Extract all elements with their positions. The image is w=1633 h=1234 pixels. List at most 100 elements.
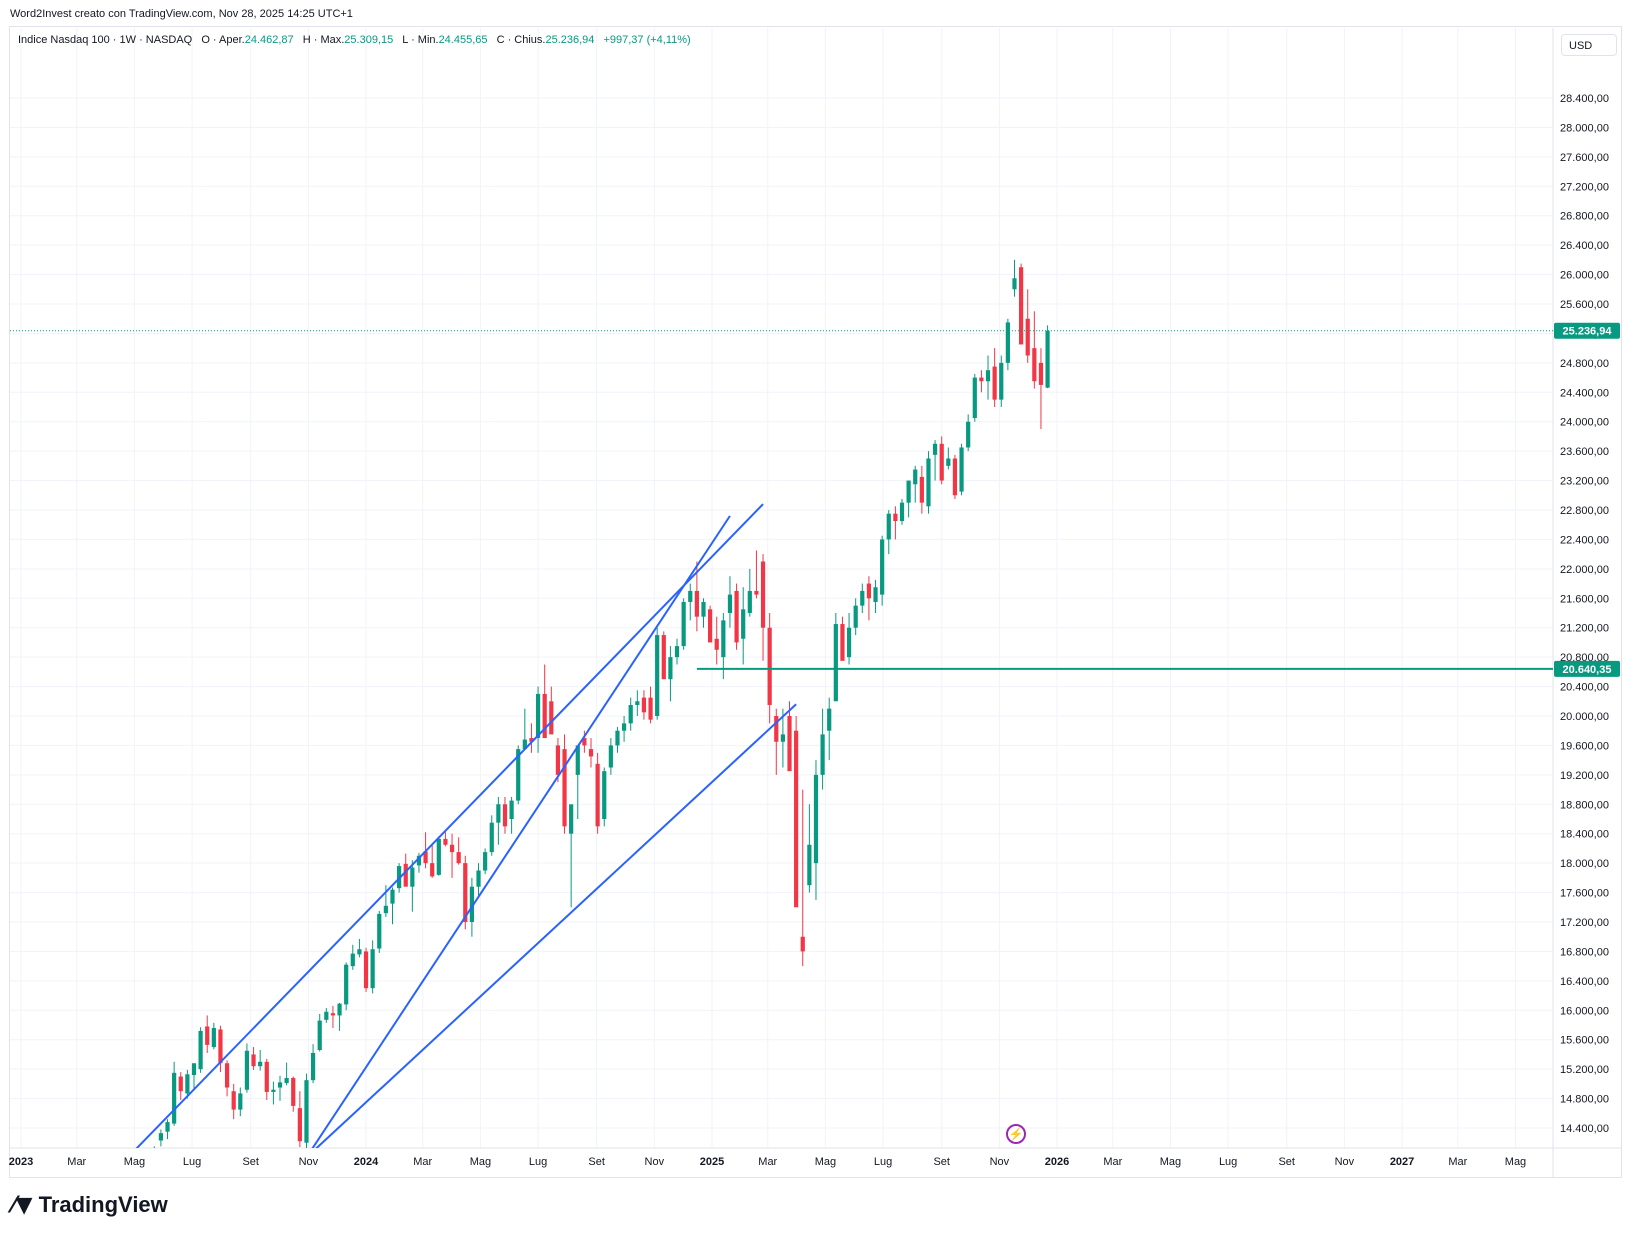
candle-body[interactable]	[370, 949, 375, 989]
candle-body[interactable]	[423, 851, 428, 864]
candle-body[interactable]	[992, 366, 997, 400]
candle-body[interactable]	[747, 590, 752, 613]
candle-body[interactable]	[641, 697, 647, 713]
candle-body[interactable]	[813, 774, 819, 864]
candle-body[interactable]	[509, 800, 514, 819]
candle-body[interactable]	[403, 863, 408, 887]
candle-body[interactable]	[602, 771, 607, 819]
candle-body[interactable]	[324, 1011, 329, 1020]
tradingview-branding[interactable]: ⁄▼ TradingView	[12, 1192, 168, 1218]
candle-body[interactable]	[516, 749, 521, 801]
candle-body[interactable]	[946, 458, 951, 466]
candle-body[interactable]	[205, 1026, 210, 1045]
candle-body[interactable]	[443, 838, 448, 845]
candle-body[interactable]	[350, 953, 355, 967]
candle-body[interactable]	[463, 863, 468, 922]
candle-body[interactable]	[1038, 362, 1044, 385]
candle-body[interactable]	[873, 587, 878, 602]
candle-body[interactable]	[628, 704, 633, 724]
candle-body[interactable]	[297, 1108, 302, 1142]
candle-body[interactable]	[363, 951, 369, 989]
candle-body[interactable]	[985, 370, 991, 382]
candle-body[interactable]	[655, 635, 660, 716]
candle-body[interactable]	[681, 601, 686, 647]
candle-body[interactable]	[317, 1020, 322, 1051]
candle-body[interactable]	[972, 377, 977, 419]
candle-body[interactable]	[496, 804, 501, 823]
candle-body[interactable]	[714, 638, 719, 650]
candle-body[interactable]	[337, 1003, 342, 1016]
currency-selector[interactable]: USD	[1561, 34, 1617, 56]
candle-body[interactable]	[218, 1029, 223, 1064]
candle-body[interactable]	[899, 502, 905, 522]
candle-body[interactable]	[701, 601, 706, 617]
candle-body[interactable]	[264, 1061, 269, 1092]
candle-body[interactable]	[456, 852, 461, 864]
candle-body[interactable]	[853, 605, 858, 628]
candle-body[interactable]	[780, 734, 785, 742]
candle-body[interactable]	[489, 822, 494, 853]
candle-body[interactable]	[774, 716, 779, 742]
candle-body[interactable]	[999, 362, 1004, 400]
candle-body[interactable]	[966, 421, 971, 448]
candle-body[interactable]	[688, 590, 693, 602]
candle-body[interactable]	[794, 730, 799, 908]
candle-body[interactable]	[754, 590, 759, 595]
candle-body[interactable]	[562, 749, 567, 827]
candle-body[interactable]	[357, 949, 362, 955]
candle-body[interactable]	[767, 627, 772, 705]
candle-body[interactable]	[608, 745, 613, 768]
candle-body[interactable]	[178, 1076, 183, 1092]
candle-body[interactable]	[231, 1091, 236, 1110]
candle-body[interactable]	[661, 635, 666, 680]
candle-body[interactable]	[258, 1061, 263, 1067]
candle-body[interactable]	[939, 443, 944, 481]
candle-body[interactable]	[251, 1054, 256, 1067]
candle-body[interactable]	[674, 646, 680, 658]
candle-body[interactable]	[727, 594, 733, 613]
candle-body[interactable]	[694, 590, 699, 617]
candle-body[interactable]	[807, 844, 812, 886]
candle-body[interactable]	[952, 458, 958, 496]
candle-body[interactable]	[185, 1074, 190, 1094]
candle-body[interactable]	[959, 447, 964, 492]
candle-body[interactable]	[291, 1077, 296, 1106]
candle-body[interactable]	[734, 590, 739, 643]
candle-body[interactable]	[211, 1027, 216, 1048]
candle-body[interactable]	[741, 609, 746, 639]
candle-body[interactable]	[436, 838, 441, 875]
candle-body[interactable]	[483, 852, 488, 871]
candle-body[interactable]	[535, 693, 541, 739]
candle-body[interactable]	[866, 583, 872, 599]
candle-body[interactable]	[244, 1050, 250, 1090]
candle-body[interactable]	[906, 480, 911, 503]
candle-body[interactable]	[840, 624, 845, 661]
candle-body[interactable]	[304, 1080, 309, 1143]
candle-body[interactable]	[198, 1030, 203, 1070]
candle-body[interactable]	[1025, 318, 1030, 356]
candle-body[interactable]	[522, 739, 527, 750]
candle-body[interactable]	[191, 1063, 197, 1076]
candle-body[interactable]	[721, 620, 726, 658]
candle-body[interactable]	[582, 738, 587, 746]
candle-body[interactable]	[416, 855, 422, 866]
candle-body[interactable]	[668, 657, 673, 680]
candle-body[interactable]	[979, 377, 984, 382]
candle-body[interactable]	[760, 561, 766, 628]
candle-body[interactable]	[827, 708, 832, 731]
candle-body[interactable]	[635, 701, 640, 705]
candle-body[interactable]	[476, 870, 481, 887]
candle-body[interactable]	[383, 905, 388, 914]
candle-body[interactable]	[588, 749, 594, 757]
candle-body[interactable]	[165, 1122, 170, 1132]
candle-body[interactable]	[833, 624, 838, 702]
candle-body[interactable]	[615, 730, 620, 746]
candle-body[interactable]	[820, 734, 825, 775]
candle-body[interactable]	[390, 889, 395, 904]
candle-body[interactable]	[469, 886, 474, 922]
candle-body[interactable]	[549, 701, 554, 735]
legend-symbol[interactable]: Indice Nasdaq 100 · 1W · NASDAQ	[18, 34, 193, 46]
candle-body[interactable]	[330, 1013, 336, 1016]
candle-body[interactable]	[529, 738, 534, 742]
